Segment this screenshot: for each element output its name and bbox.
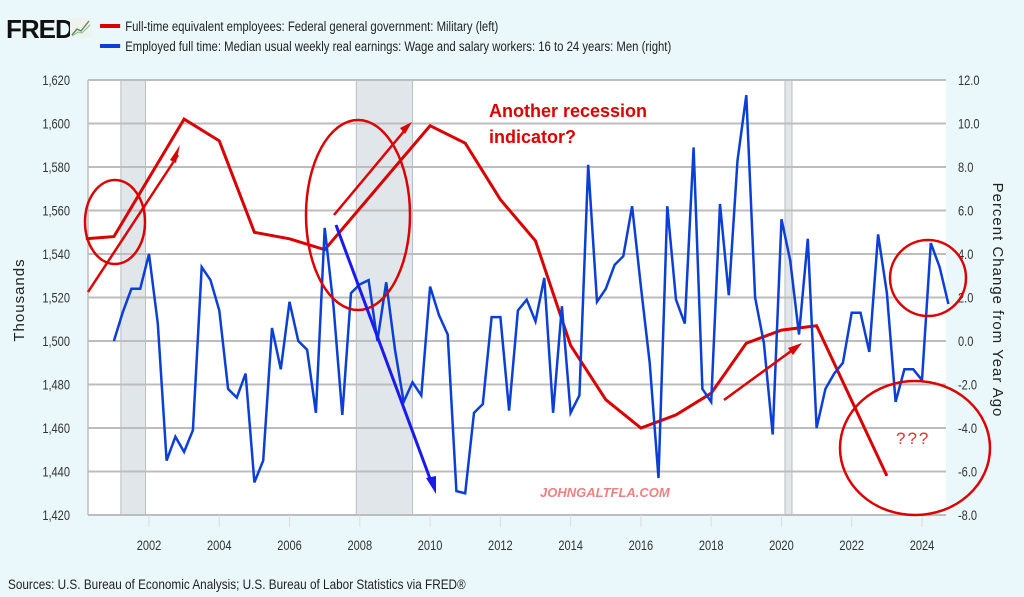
x-tick-label: 2002 — [137, 538, 162, 553]
y-tick-label-left: 1,500 — [42, 334, 70, 349]
y-tick-label-left: 1,580 — [42, 160, 70, 175]
y-tick-label-left: 1,520 — [42, 290, 70, 305]
legend-item-military[interactable]: Full-time equivalent employees: Federal … — [100, 16, 671, 36]
y-tick-label-left: 1,620 — [42, 73, 70, 88]
series-line-military — [85, 117, 889, 477]
series-line-earnings — [112, 95, 950, 495]
y-tick-label-right: -6.0 — [958, 464, 977, 479]
legend-swatch-red — [100, 24, 121, 28]
y-tick-label-right: -4.0 — [958, 421, 977, 436]
legend-item-earnings[interactable]: Employed full time: Median usual weekly … — [100, 36, 671, 56]
annotation-recession-line1: Another recession — [489, 101, 647, 121]
chart-trend-icon — [70, 18, 92, 38]
y-tick-label-right: 10.0 — [958, 116, 980, 131]
fred-logo[interactable]: FRED — [6, 14, 74, 44]
y-tick-label-right: 0.0 — [958, 334, 973, 349]
x-tick-label: 2008 — [348, 538, 373, 553]
annotation-arrow — [723, 343, 802, 402]
legend-label: Full-time equivalent employees: Federal … — [125, 18, 499, 34]
legend-swatch-blue — [100, 44, 121, 48]
y-axis-right-label: Percent Change from Year Ago — [989, 183, 1006, 418]
annotation-circle — [838, 379, 992, 517]
annotation-arrow — [334, 224, 436, 494]
y-tick-label-left: 1,420 — [42, 508, 70, 523]
x-tick-label: 2004 — [207, 538, 232, 553]
x-axis: 2002 2004 2006 2008 2010 2012 2014 2016 2018 2020… — [137, 515, 935, 553]
y-tick-label-left: 1,460 — [42, 421, 70, 436]
annotation-overlay: Another recession indicator? ??? JOHNGAL… — [83, 101, 992, 517]
y-tick-label-right: 6.0 — [958, 203, 973, 218]
y-tick-label-left: 1,480 — [42, 377, 70, 392]
annotation-circle — [888, 238, 968, 318]
legend-label: Employed full time: Median usual weekly … — [125, 38, 672, 54]
y-axis-left-label: Thousands — [11, 258, 28, 341]
annotation-arrow — [86, 145, 180, 293]
y-tick-label-left: 1,560 — [42, 203, 70, 218]
y-tick-label-left: 1,540 — [42, 247, 70, 262]
x-tick-label: 2012 — [488, 538, 513, 553]
annotation-circle — [304, 118, 412, 312]
annotation-arrow — [333, 122, 412, 216]
x-tick-label: 2020 — [769, 538, 794, 553]
y-tick-label-right: 12.0 — [958, 73, 980, 88]
x-tick-label: 2022 — [839, 538, 864, 553]
watermark: JOHNGALTFLA.COM — [540, 485, 671, 500]
chart-legend: Full-time equivalent employees: Federal … — [100, 16, 780, 56]
annotation-recession-line2: indicator? — [489, 127, 576, 147]
x-tick-label: 2016 — [629, 538, 654, 553]
series-lines — [85, 95, 950, 495]
x-tick-label: 2024 — [910, 538, 935, 553]
gridlines — [87, 79, 946, 516]
y-tick-label-left: 1,440 — [42, 464, 70, 479]
y-tick-label-right: -8.0 — [958, 508, 977, 523]
y-axis-left: 1,620 1,600 1,580 1,560 1,540 1,520 1,500 1,480… — [42, 73, 70, 523]
y-tick-label-right: -2.0 — [958, 377, 977, 392]
annotation-question-marks: ??? — [896, 429, 930, 448]
x-tick-label: 2006 — [277, 538, 302, 553]
y-tick-label-left: 1,600 — [42, 116, 70, 131]
source-note: Sources: U.S. Bureau of Economic Analysi… — [8, 576, 466, 592]
y-tick-label-right: 8.0 — [958, 160, 973, 175]
x-tick-label: 2018 — [699, 538, 724, 553]
x-tick-label: 2010 — [418, 538, 443, 553]
annotation-circle — [83, 178, 147, 266]
x-tick-label: 2014 — [558, 538, 583, 553]
